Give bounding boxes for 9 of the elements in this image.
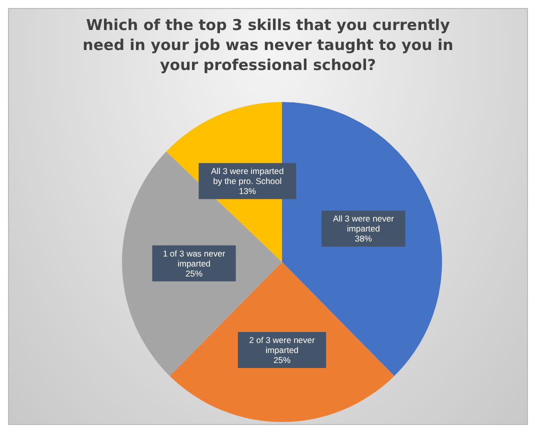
slice-label: All 3 were imparted by the pro. School [210,166,284,186]
chart-title: Which of the top 3 skills that you currently need in your job was never taught to you in your professional school? [82,15,454,75]
slice-label: 1 of 3 was never imparted [162,248,226,268]
data-label: 25% [186,268,203,278]
slice-label: All 3 were never imparted [332,214,394,234]
data-label: 38% [354,234,372,244]
data-label: 13% [238,186,256,196]
data-label: 25% [273,355,291,365]
slice-label: 2 of 3 were never imparted [249,335,315,355]
